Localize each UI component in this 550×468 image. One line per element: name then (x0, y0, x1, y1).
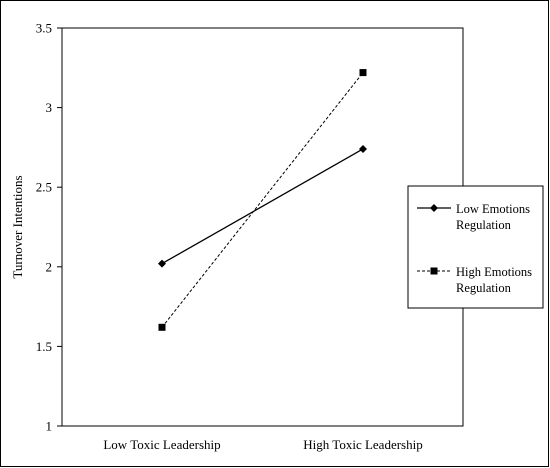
series-layer (158, 69, 367, 331)
x-axis-ticks: Low Toxic Leadership High Toxic Leadershi… (103, 437, 422, 452)
legend-box (407, 185, 544, 309)
legend: Low Emotions Regulation High Emotions Regul… (407, 185, 544, 309)
legend-marker-square (430, 267, 438, 275)
legend-label: Regulation (456, 218, 512, 232)
y-tick-label: 1.5 (36, 339, 52, 354)
y-axis-title: Turnover Intentions (10, 175, 25, 278)
plot-area (61, 27, 464, 427)
legend-items: Low Emotions Regulation High Emotions Regul… (417, 202, 532, 295)
legend-label: Regulation (456, 281, 512, 295)
series-line-low-emotions-regulation (161, 148, 364, 265)
legend-marker-diamond (430, 204, 438, 212)
y-axis-ticks: 1 1.5 2 2.5 3 3.5 (36, 21, 62, 434)
y-tick-label: 3.5 (36, 21, 52, 36)
y-tick-label: 2 (46, 259, 53, 274)
series-line-high-emotions-regulation (161, 72, 364, 328)
data-point-square (158, 323, 166, 331)
x-tick-label: Low Toxic Leadership (103, 437, 220, 452)
y-tick-label: 3 (46, 100, 53, 115)
legend-label: High Emotions (456, 265, 532, 279)
data-point-diamond (359, 144, 367, 153)
y-tick-label: 2.5 (36, 180, 52, 195)
y-tick-label: 1 (46, 419, 53, 434)
legend-label: Low Emotions (456, 202, 530, 216)
data-point-square (359, 69, 367, 77)
data-point-diamond (158, 259, 166, 268)
x-tick-label: High Toxic Leadership (303, 437, 422, 452)
